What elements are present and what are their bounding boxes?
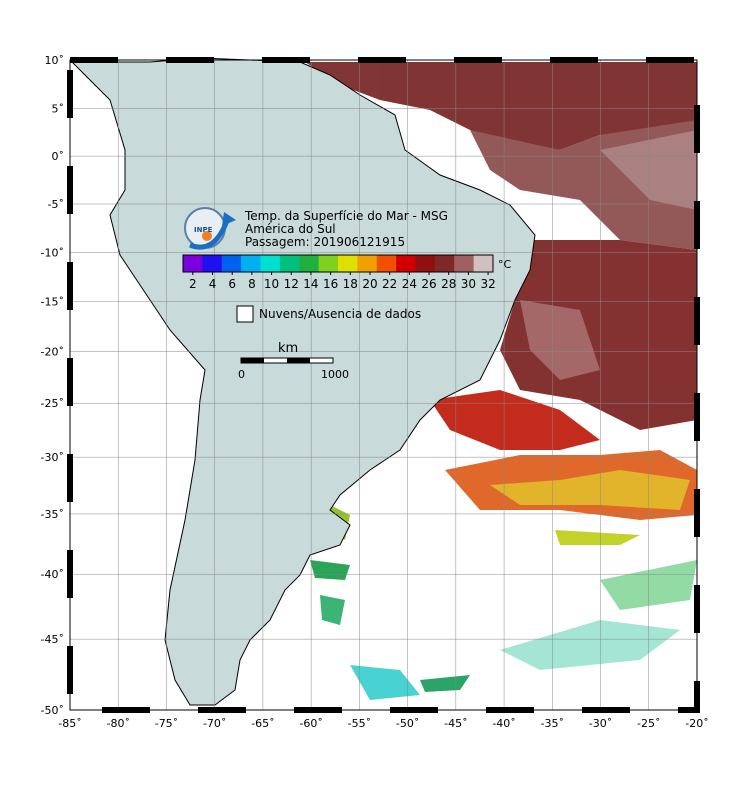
colorbar-segment [473, 255, 494, 272]
colorbar-segment [202, 255, 223, 272]
colorbar: 2 4 6 8 10 12 14 16 18 20 22 24 26 28 30 32 [182, 254, 496, 291]
frame-line [69, 59, 698, 711]
colorbar-tick-label: 26 [421, 277, 436, 291]
lon-tick-label: -35˚ [541, 717, 564, 730]
colorbar-tick-label: 10 [264, 277, 279, 291]
colorbar-tick-label: 18 [343, 277, 358, 291]
lon-tick-label: -65˚ [251, 717, 274, 730]
lat-tick-label: -35˚ [41, 508, 64, 521]
colorbar-segment [434, 255, 455, 272]
lat-tick-label: -40˚ [41, 568, 64, 581]
lon-tick-label: -40˚ [492, 717, 515, 730]
colorbar-unit: °C [498, 258, 512, 271]
logo-text: INPE [194, 226, 213, 234]
colorbar-segment [376, 255, 397, 272]
lat-tick-label: 10˚ [45, 54, 65, 67]
lon-tick-label: -85˚ [58, 717, 81, 730]
colorbar-tick-label: 12 [284, 277, 299, 291]
lon-tick-label: -45˚ [444, 717, 467, 730]
lat-tick-label: -45˚ [41, 633, 64, 646]
lat-tick-label: -20˚ [41, 345, 64, 358]
scale-unit: km [278, 341, 298, 356]
scale-end: 1000 [321, 368, 349, 381]
colorbar-segment [241, 255, 261, 272]
lat-tick-label: -10˚ [41, 246, 64, 259]
colorbar-frame [182, 254, 494, 273]
lat-tick-label: -25˚ [41, 397, 64, 410]
lat-tick-label: -30˚ [41, 451, 64, 464]
colorbar-segment [299, 255, 320, 272]
lon-tick-label: -50˚ [396, 717, 419, 730]
colorbar-segment [396, 255, 416, 272]
colorbar-segment [415, 255, 436, 272]
lon-tick-label: -30˚ [589, 717, 612, 730]
colorbar-tick-label: 6 [228, 277, 236, 291]
title-line: Passagem: 201906121915 [245, 235, 405, 249]
colorbar-tick-label: 32 [480, 277, 495, 291]
colorbar-tick-label: 24 [402, 277, 417, 291]
no-data-label: Nuvens/Ausencia de dados [259, 307, 421, 321]
lat-tick-label: -50˚ [41, 704, 64, 717]
scale-start: 0 [238, 368, 245, 381]
colorbar-segment [279, 255, 300, 272]
sst-patches [305, 62, 697, 700]
logo: INPE [184, 207, 236, 250]
colorbar-segment [183, 255, 203, 272]
title-line: América do Sul [245, 222, 336, 236]
colorbar-tick-label: 30 [461, 277, 476, 291]
colorbar-segment [357, 255, 378, 272]
colorbar-segment [318, 255, 339, 272]
lat-tick-label: 5˚ [52, 102, 65, 115]
colorbar-tick-label: 8 [248, 277, 256, 291]
colorbar-tick-label: 4 [209, 277, 217, 291]
lon-tick-label: -20˚ [685, 717, 708, 730]
lat-tick-label: 0˚ [52, 150, 65, 163]
colorbar-segment [338, 255, 358, 272]
colorbar-segment [221, 255, 242, 272]
colorbar-tick-label: 22 [382, 277, 397, 291]
lon-tick-label: -70˚ [203, 717, 226, 730]
colorbar-segment [260, 255, 281, 272]
colorbar-tick-label: 16 [323, 277, 338, 291]
lat-tick-label: -5˚ [48, 198, 64, 211]
no-data-swatch [236, 305, 254, 323]
title-line: Temp. da Superfície do Mar - MSG [244, 209, 448, 223]
lon-tick-label: -60˚ [299, 717, 322, 730]
lat-tick-label: -15˚ [41, 295, 64, 308]
lon-tick-label: -25˚ [637, 717, 660, 730]
lon-tick-label: -75˚ [155, 717, 178, 730]
colorbar-tick-label: 20 [362, 277, 377, 291]
lon-tick-label: -55˚ [348, 717, 371, 730]
colorbar-tick-label: 2 [189, 277, 197, 291]
colorbar-tick-label: 14 [303, 277, 318, 291]
lon-tick-label: -80˚ [106, 717, 129, 730]
scale-bar: km 0 1000 [238, 341, 349, 381]
colorbar-segment [454, 255, 475, 272]
colorbar-tick-label: 28 [441, 277, 456, 291]
